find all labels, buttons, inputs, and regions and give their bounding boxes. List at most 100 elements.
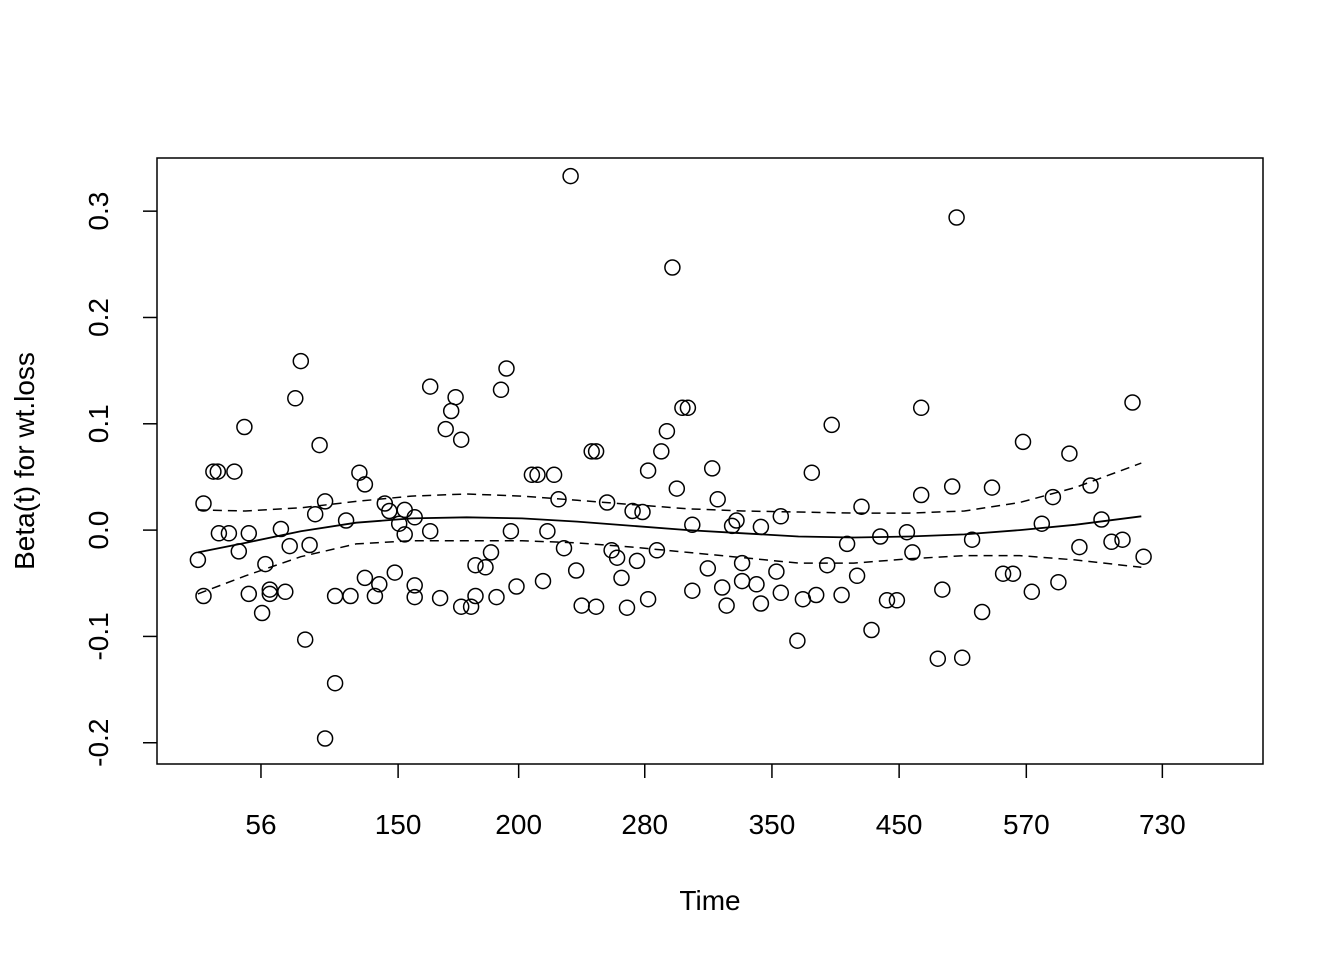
data-point bbox=[608, 549, 626, 566]
data-point bbox=[498, 360, 515, 377]
data-point bbox=[356, 569, 374, 587]
data-point bbox=[240, 585, 258, 603]
data-point bbox=[311, 436, 328, 454]
data-point bbox=[316, 730, 334, 747]
y-tick-label: 0.1 bbox=[83, 404, 114, 443]
data-point bbox=[929, 650, 947, 667]
data-point bbox=[878, 592, 896, 609]
data-point bbox=[1014, 433, 1032, 451]
x-axis-label: Time bbox=[679, 885, 740, 916]
data-point bbox=[823, 416, 840, 434]
data-point bbox=[1061, 445, 1078, 462]
data-point bbox=[888, 592, 906, 609]
data-point bbox=[1071, 538, 1088, 556]
data-point bbox=[240, 525, 258, 542]
smoothed-fit-line bbox=[197, 515, 1142, 554]
y-tick-label: 0.3 bbox=[83, 192, 114, 231]
data-point bbox=[301, 536, 318, 554]
data-point bbox=[261, 585, 279, 603]
data-point bbox=[1033, 515, 1051, 532]
data-point bbox=[848, 567, 866, 585]
data-point bbox=[488, 588, 505, 606]
data-point bbox=[236, 418, 253, 436]
x-tick-label: 280 bbox=[621, 809, 668, 840]
data-point bbox=[723, 517, 741, 535]
data-point bbox=[492, 381, 510, 399]
x-tick-label: 730 bbox=[1139, 809, 1186, 840]
data-point bbox=[674, 399, 691, 417]
data-point bbox=[529, 466, 546, 484]
data-point bbox=[452, 431, 470, 448]
data-point bbox=[1135, 548, 1152, 565]
data-point bbox=[431, 589, 449, 607]
data-point bbox=[752, 518, 770, 536]
data-point bbox=[523, 466, 541, 484]
y-tick-label: -0.1 bbox=[83, 612, 114, 660]
data-point bbox=[253, 604, 271, 622]
y-tick-label: 0.0 bbox=[83, 511, 114, 550]
data-point bbox=[943, 478, 961, 495]
data-point bbox=[1093, 511, 1110, 528]
data-point bbox=[948, 209, 965, 226]
data-point bbox=[390, 515, 408, 532]
data-point bbox=[648, 542, 666, 559]
data-point bbox=[337, 512, 355, 529]
lower-confidence-band bbox=[197, 539, 1142, 595]
data-point bbox=[628, 552, 646, 570]
plot-frame bbox=[156, 157, 1264, 765]
data-point bbox=[1124, 394, 1141, 411]
data-point bbox=[567, 562, 585, 579]
data-point bbox=[772, 508, 790, 525]
data-point bbox=[421, 522, 439, 540]
data-point bbox=[699, 560, 717, 577]
data-point bbox=[703, 460, 721, 477]
data-point bbox=[562, 167, 579, 185]
data-point bbox=[462, 598, 480, 615]
y-axis: -0.2 -0.1 0.0 0.1 0.2 0.3 bbox=[83, 192, 157, 767]
data-point bbox=[863, 621, 880, 639]
data-point bbox=[342, 587, 359, 605]
data-point bbox=[1023, 583, 1041, 601]
data-point bbox=[983, 479, 1001, 496]
data-point bbox=[634, 503, 651, 521]
data-point bbox=[210, 525, 228, 542]
data-point bbox=[467, 587, 484, 605]
data-point bbox=[545, 466, 563, 484]
data-point bbox=[534, 572, 552, 590]
scatter-points bbox=[189, 167, 1152, 747]
data-point bbox=[838, 535, 856, 553]
data-point bbox=[205, 463, 222, 480]
data-point bbox=[618, 599, 636, 616]
y-tick-label: -0.2 bbox=[83, 719, 114, 767]
data-point bbox=[664, 259, 681, 276]
data-point bbox=[467, 556, 484, 574]
data-point bbox=[209, 463, 227, 480]
x-tick-label: 150 bbox=[375, 809, 422, 840]
data-point bbox=[189, 551, 207, 569]
data-point bbox=[587, 598, 605, 615]
data-point bbox=[386, 564, 404, 581]
data-point bbox=[598, 494, 616, 511]
data-point bbox=[912, 399, 930, 417]
data-point bbox=[853, 498, 870, 515]
data-point bbox=[639, 590, 657, 608]
data-point bbox=[973, 603, 991, 621]
data-point bbox=[195, 587, 212, 605]
data-point bbox=[807, 586, 825, 604]
data-point bbox=[371, 576, 388, 593]
data-point bbox=[272, 520, 290, 538]
data-point bbox=[220, 525, 238, 542]
data-point bbox=[709, 491, 726, 508]
data-point bbox=[733, 572, 751, 590]
data-point bbox=[912, 486, 930, 504]
data-point bbox=[230, 543, 248, 560]
data-point bbox=[653, 443, 670, 460]
data-point bbox=[287, 390, 304, 407]
data-point bbox=[195, 495, 212, 512]
x-axis: 56 150 200 280 350 450 570 730 bbox=[245, 764, 1186, 840]
data-point bbox=[326, 674, 344, 692]
data-point bbox=[406, 588, 423, 606]
data-point bbox=[1044, 488, 1062, 506]
data-point bbox=[803, 464, 821, 481]
